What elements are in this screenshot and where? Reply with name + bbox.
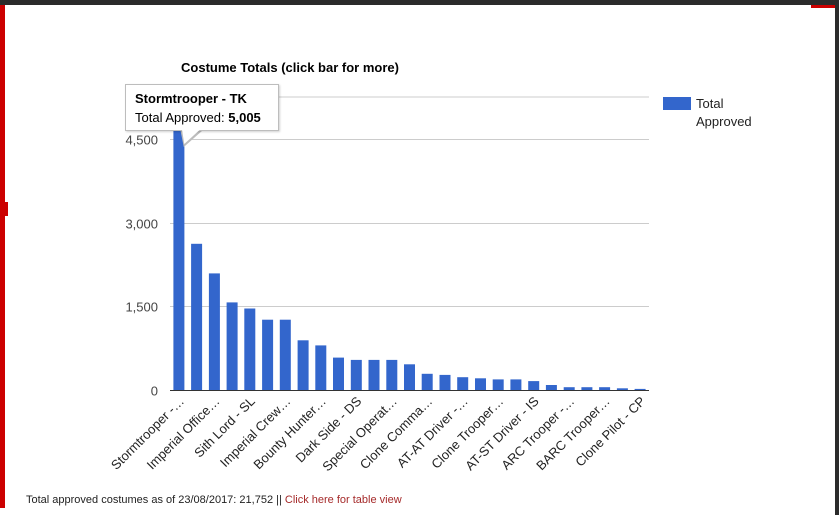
tooltip-value: 5,005 [228,110,261,125]
bar[interactable] [368,359,380,390]
tooltip-title: Stormtrooper - TK [135,91,247,106]
bar[interactable] [173,110,185,390]
bar[interactable] [563,387,575,390]
bar[interactable] [386,359,398,390]
y-tick-label: 4,500 [125,133,158,148]
x-axis-labels: Stormtrooper -…Imperial Office…Sith Lord… [108,393,648,474]
y-tick-label: 0 [151,384,158,399]
window-left-notch [0,202,8,216]
bar[interactable] [244,308,256,391]
footer-summary: Total approved costumes as of 23/08/2017… [26,494,285,506]
bar[interactable] [545,385,557,390]
bar[interactable] [475,378,486,390]
chart-title: Costume Totals (click bar for more) [181,60,399,75]
bars[interactable] [173,110,646,391]
bar[interactable] [439,374,451,390]
y-axis-ticks: 0 1,500 3,000 4,500 [125,133,158,399]
gridlines [170,96,649,391]
legend-label: Total Approved [696,96,752,129]
bar[interactable] [297,340,309,390]
table-view-link[interactable]: Click here for table view [284,494,402,506]
bar[interactable] [262,319,274,390]
tooltip-line: Total Approved: 5,005 [135,110,269,125]
bar[interactable] [599,387,611,390]
bar[interactable] [315,345,327,390]
window-left-accent [0,5,5,508]
bar[interactable] [404,364,415,390]
bar[interactable] [333,357,344,390]
y-tick-label: 1,500 [125,300,158,315]
legend-swatch [663,97,691,110]
window-right-border [835,0,839,515]
bar[interactable] [528,381,540,390]
bar-tooltip: Stormtrooper - TK Total Approved: 5,005 [125,84,279,131]
bar[interactable] [279,319,291,390]
bar[interactable] [350,359,362,390]
legend: Total Approved [663,96,752,129]
legend-label-line-1: Total [696,96,724,111]
window-top-border [0,0,839,5]
bar[interactable] [191,243,203,390]
bar[interactable] [616,388,628,390]
bar[interactable] [634,388,646,390]
bar[interactable] [208,273,220,390]
bar[interactable] [492,379,504,390]
footer: Total approved costumes as of 23/08/2017… [26,494,402,506]
window-top-accent [811,5,835,8]
bar[interactable] [226,302,238,390]
bar[interactable] [421,373,433,390]
y-tick-label: 3,000 [125,217,158,232]
legend-label-line-2: Approved [696,114,752,129]
tooltip-label: Total Approved: [135,110,225,125]
bar[interactable] [581,387,593,390]
bar[interactable] [457,377,469,390]
bar[interactable] [510,379,522,390]
